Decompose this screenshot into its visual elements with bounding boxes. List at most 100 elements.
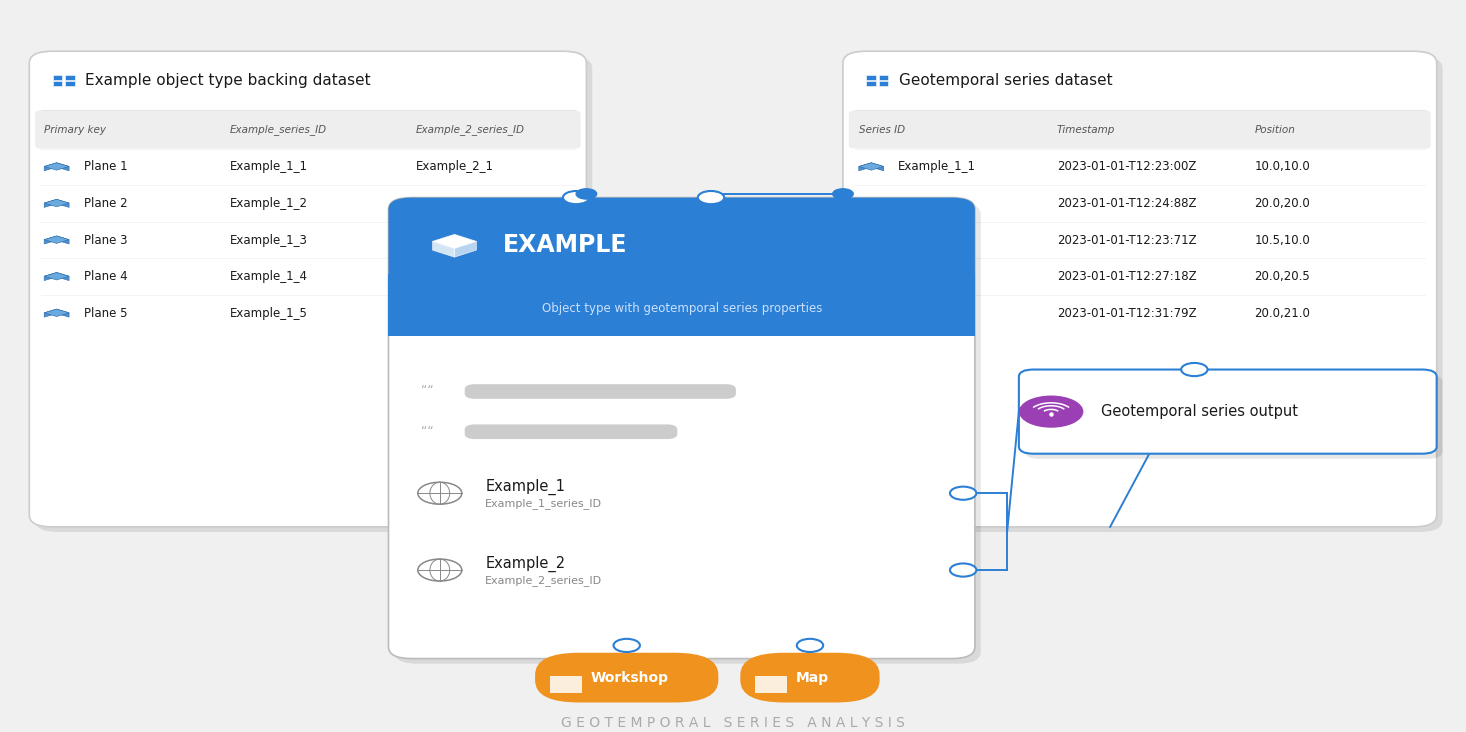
Polygon shape: [44, 309, 69, 317]
Text: Plane 1: Plane 1: [84, 160, 128, 173]
Polygon shape: [859, 163, 884, 171]
FancyBboxPatch shape: [849, 111, 1431, 149]
Polygon shape: [44, 236, 69, 243]
FancyBboxPatch shape: [465, 425, 677, 439]
Text: 2023-01-01-T12:27:18Z: 2023-01-01-T12:27:18Z: [1057, 270, 1196, 283]
Text: 2023-01-01-T12:24:88Z: 2023-01-01-T12:24:88Z: [1057, 197, 1196, 210]
Bar: [866, 75, 875, 80]
Polygon shape: [859, 272, 884, 280]
Text: Example_1_4: Example_1_4: [230, 270, 308, 283]
Text: G E O T E M P O R A L   S E R I E S   A N A L Y S I S: G E O T E M P O R A L S E R I E S A N A …: [561, 716, 905, 730]
Polygon shape: [859, 272, 884, 280]
Circle shape: [614, 639, 639, 652]
Text: Exa...: Exa...: [415, 234, 449, 247]
Bar: [550, 676, 582, 692]
Text: Geotemporal series output: Geotemporal series output: [1101, 404, 1297, 419]
FancyBboxPatch shape: [394, 203, 981, 664]
Text: Example_1_1: Example_1_1: [230, 160, 308, 173]
Circle shape: [563, 191, 589, 204]
Text: Example_series_ID: Example_series_ID: [230, 124, 327, 135]
Bar: [866, 81, 875, 86]
FancyBboxPatch shape: [535, 653, 718, 703]
Text: 20.0,21.0: 20.0,21.0: [1255, 307, 1311, 320]
Text: Primary key: Primary key: [44, 124, 106, 135]
FancyBboxPatch shape: [740, 653, 880, 703]
Text: Example_1_2: Example_1_2: [230, 197, 308, 210]
Polygon shape: [859, 236, 884, 243]
Polygon shape: [432, 234, 476, 248]
FancyBboxPatch shape: [1025, 375, 1443, 459]
Text: ““: ““: [421, 384, 434, 397]
Text: Plane 4: Plane 4: [84, 270, 128, 283]
Text: ...ple_1_2: ...ple_1_2: [899, 234, 954, 247]
FancyBboxPatch shape: [35, 56, 592, 532]
Text: Map: Map: [796, 671, 830, 684]
Text: ...ple_2_2: ...ple_2_2: [899, 270, 954, 283]
Bar: [53, 81, 62, 86]
FancyBboxPatch shape: [388, 198, 975, 659]
Text: Exa...: Exa...: [415, 197, 449, 210]
Text: Series ID: Series ID: [859, 124, 905, 135]
Text: Example_2_1: Example_2_1: [415, 160, 494, 173]
Text: Geotemporal series dataset: Geotemporal series dataset: [899, 73, 1113, 88]
Text: Example_1_3: Example_1_3: [230, 234, 308, 247]
Polygon shape: [859, 199, 884, 207]
Text: Ex...: Ex...: [415, 307, 441, 320]
Circle shape: [576, 189, 597, 199]
Text: 2023-01-01-T12:31:79Z: 2023-01-01-T12:31:79Z: [1057, 307, 1196, 320]
Text: Example_1_5: Example_1_5: [230, 307, 308, 320]
Text: EXAMPLE: EXAMPLE: [503, 234, 627, 258]
Text: 10.0,10.0: 10.0,10.0: [1255, 160, 1311, 173]
Text: Plane 5: Plane 5: [84, 307, 128, 320]
Text: Object type with geotemporal series properties: Object type with geotemporal series prop…: [541, 302, 822, 315]
Circle shape: [950, 564, 976, 577]
Bar: [755, 676, 787, 692]
Polygon shape: [44, 199, 69, 207]
FancyBboxPatch shape: [29, 51, 586, 527]
Text: Example_1: Example_1: [485, 479, 566, 495]
FancyBboxPatch shape: [35, 111, 581, 149]
Circle shape: [950, 487, 976, 500]
Bar: [66, 75, 75, 80]
Text: Example_2_series_ID: Example_2_series_ID: [485, 575, 603, 586]
FancyBboxPatch shape: [843, 51, 1437, 527]
Polygon shape: [432, 242, 454, 257]
Polygon shape: [44, 199, 69, 206]
Bar: [878, 75, 888, 80]
Bar: [388, 274, 975, 336]
Text: ““: ““: [421, 425, 434, 438]
Polygon shape: [44, 272, 69, 280]
FancyBboxPatch shape: [388, 198, 975, 336]
Bar: [878, 81, 888, 86]
FancyBboxPatch shape: [1019, 370, 1437, 454]
Text: Example object type backing dataset: Example object type backing dataset: [85, 73, 371, 88]
Polygon shape: [859, 309, 884, 316]
Polygon shape: [859, 163, 884, 171]
Text: Position: Position: [1255, 124, 1296, 135]
FancyBboxPatch shape: [849, 56, 1443, 532]
Polygon shape: [44, 272, 69, 280]
Text: 20.0,20.5: 20.0,20.5: [1255, 270, 1311, 283]
Text: 10.5,10.0: 10.5,10.0: [1255, 234, 1311, 247]
Text: 2023-01-01-T12:23:71Z: 2023-01-01-T12:23:71Z: [1057, 234, 1196, 247]
Text: Example_2: Example_2: [485, 556, 566, 572]
Text: Timestamp: Timestamp: [1057, 124, 1116, 135]
Bar: [53, 75, 62, 80]
Polygon shape: [859, 199, 884, 206]
Polygon shape: [44, 309, 69, 316]
Text: Exa...: Exa...: [415, 270, 449, 283]
Polygon shape: [859, 309, 884, 317]
Polygon shape: [454, 242, 476, 257]
Text: ...ple_2_1: ...ple_2_1: [899, 197, 954, 210]
Bar: [66, 81, 75, 86]
Text: Example_1_1: Example_1_1: [899, 160, 976, 173]
Circle shape: [1182, 363, 1208, 376]
Polygon shape: [859, 236, 884, 244]
Polygon shape: [44, 163, 69, 171]
Polygon shape: [44, 236, 69, 244]
Text: ...le_2_3: ...le_2_3: [899, 307, 947, 320]
Polygon shape: [44, 163, 69, 171]
Text: Workshop: Workshop: [591, 671, 668, 684]
Circle shape: [798, 639, 824, 652]
Text: Example_2_series_ID: Example_2_series_ID: [415, 124, 525, 135]
